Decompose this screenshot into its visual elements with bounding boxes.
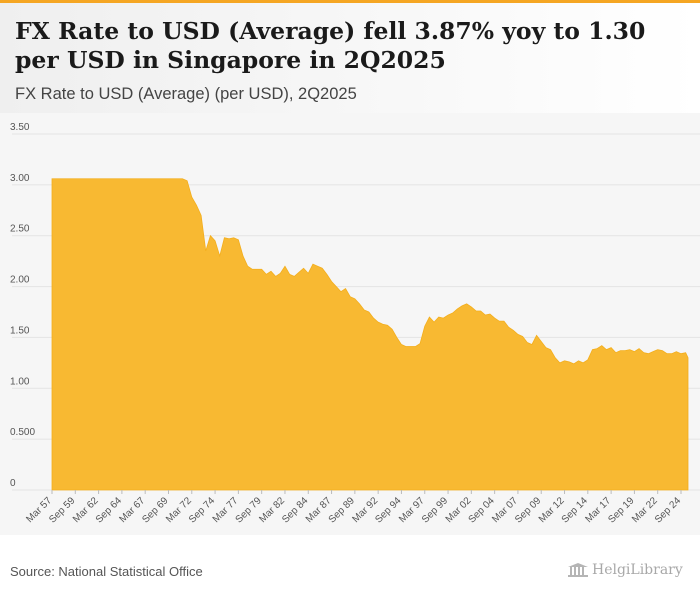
top-accent-bar: [0, 0, 700, 3]
y-tick-label: 3.50: [10, 122, 30, 133]
chart-header: FX Rate to USD (Average) fell 3.87% yoy …: [0, 3, 700, 113]
chart-subtitle: FX Rate to USD (Average) (per USD), 2Q20…: [15, 85, 357, 103]
y-tick-label: 0: [10, 478, 16, 489]
y-tick-label: 1.50: [10, 325, 30, 336]
y-tick-label: 3.00: [10, 173, 30, 184]
logo-text: HelgiLibrary: [592, 562, 683, 578]
y-tick-label: 1.00: [10, 376, 30, 387]
area-series-fx-rate: [51, 178, 689, 491]
chart-title: FX Rate to USD (Average) fell 3.87% yoy …: [15, 17, 646, 74]
y-tick-label: 0.500: [10, 427, 35, 438]
source-note: Source: National Statistical Office: [10, 564, 203, 579]
y-tick-label: 2.00: [10, 275, 30, 286]
library-columns-icon: [568, 563, 588, 577]
helgilibrary-logo: HelgiLibrary: [568, 562, 683, 578]
x-tick-label: Sep 24: [653, 495, 683, 525]
y-tick-label: 2.50: [10, 224, 30, 235]
